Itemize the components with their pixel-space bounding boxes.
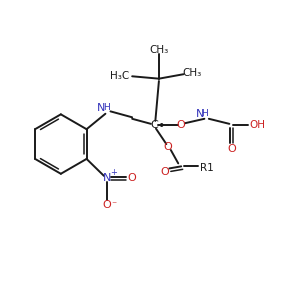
Text: O: O	[177, 120, 186, 130]
Text: H: H	[202, 109, 208, 118]
Text: CH₃: CH₃	[182, 68, 201, 78]
Text: H₃C: H₃C	[110, 71, 129, 81]
Text: CH₃: CH₃	[149, 45, 169, 56]
Text: ⁻: ⁻	[111, 200, 116, 210]
Text: R1: R1	[200, 163, 213, 173]
Text: +: +	[110, 168, 117, 177]
Text: O: O	[103, 200, 111, 210]
Text: •: •	[157, 120, 165, 133]
Text: O: O	[164, 142, 172, 152]
Text: C: C	[151, 120, 158, 130]
Text: OH: OH	[249, 120, 265, 130]
Text: O: O	[127, 173, 136, 183]
Text: N: N	[195, 109, 204, 119]
Text: O: O	[227, 143, 236, 154]
Text: N: N	[98, 103, 106, 113]
Text: O: O	[160, 167, 169, 177]
Text: N: N	[103, 173, 111, 183]
Text: H: H	[103, 103, 110, 112]
